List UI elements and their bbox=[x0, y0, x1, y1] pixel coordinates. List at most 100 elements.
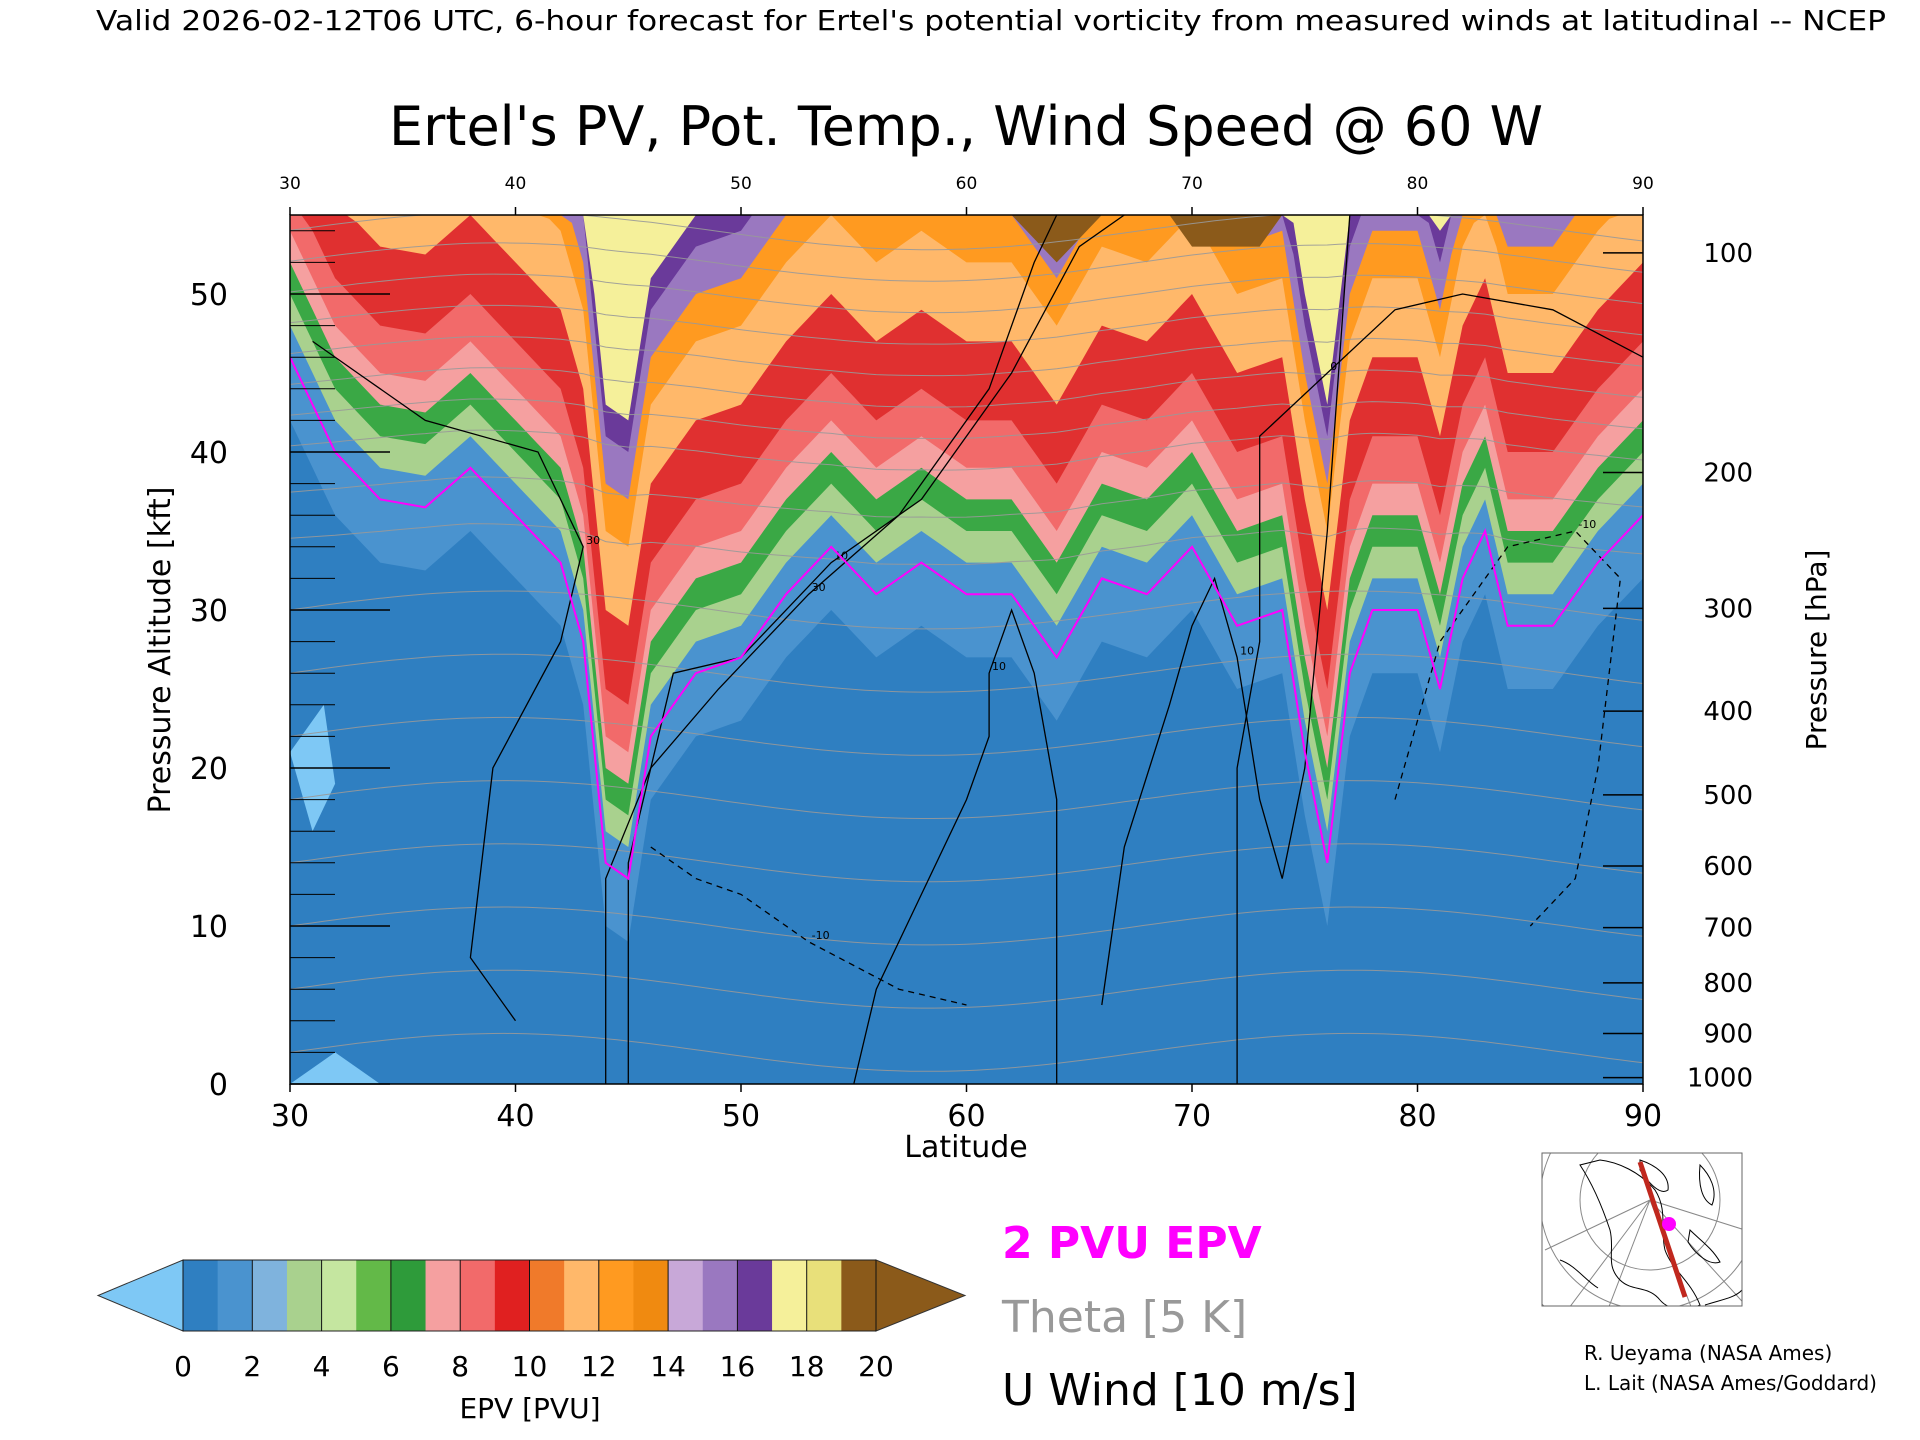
u-wind-label: -10 bbox=[1578, 518, 1596, 531]
colorbar-swatch bbox=[356, 1260, 392, 1331]
x-tick-top-label: 40 bbox=[505, 174, 527, 194]
x-tick-label: 70 bbox=[1173, 1099, 1211, 1134]
colorbar-tick-label: 10 bbox=[512, 1350, 548, 1383]
theta-isentrope bbox=[290, 843, 1643, 883]
colorbar-swatch bbox=[633, 1260, 669, 1331]
credit-line-1: R. Ueyama (NASA Ames) bbox=[1584, 1341, 1832, 1365]
theta-isentrope bbox=[290, 336, 1643, 377]
theta-isentrope bbox=[290, 906, 1643, 946]
legend-pv: 2 PVU EPV bbox=[1002, 1218, 1262, 1269]
colorbar-tick-label: 20 bbox=[858, 1350, 894, 1383]
x-tick-top-label: 70 bbox=[1181, 174, 1203, 194]
y2-tick-label: 400 bbox=[1703, 697, 1753, 727]
x-tick-top-label: 60 bbox=[956, 174, 978, 194]
theta-isentropes bbox=[290, 215, 1643, 1072]
y-tick-label: 10 bbox=[190, 910, 228, 945]
u-wind-contour bbox=[605, 215, 1058, 1084]
theta-isentrope bbox=[290, 304, 1643, 345]
x-tick-label: 80 bbox=[1398, 1099, 1436, 1134]
colorbar-swatch bbox=[183, 1260, 219, 1331]
y2-axis-label: Pressure [hPa] bbox=[1800, 550, 1833, 751]
legend: 2 PVU EPV Theta [5 K] U Wind [10 m/s] bbox=[1001, 1218, 1358, 1416]
colorbar-tick-label: 14 bbox=[650, 1350, 686, 1383]
y2-tick-label: 800 bbox=[1703, 969, 1753, 999]
y-axis-label: Pressure Altitude [kft] bbox=[143, 487, 178, 814]
y2-tick-label: 500 bbox=[1703, 781, 1753, 811]
theta-isentrope bbox=[290, 523, 1643, 566]
theta-isentrope bbox=[290, 969, 1643, 1009]
y-axis-left: 0 10 20 30 40 50 bbox=[190, 230, 390, 1103]
u-wind-label: -10 bbox=[812, 929, 830, 942]
pv-field bbox=[290, 215, 1643, 1084]
colorbar-swatch bbox=[217, 1260, 253, 1331]
header-text: Valid 2026-02-12T06 UTC, 6-hour forecast… bbox=[96, 4, 1886, 37]
colorbar-swatch bbox=[668, 1260, 704, 1331]
colorbar-swatch bbox=[425, 1260, 461, 1331]
pv-low-patch bbox=[290, 1052, 381, 1084]
u-wind-contour bbox=[1394, 530, 1622, 927]
pv-band-10 bbox=[290, 215, 1643, 421]
colorbar-swatch bbox=[737, 1260, 773, 1331]
u-wind-label: 10 bbox=[1240, 644, 1254, 657]
x-tick-label: 60 bbox=[947, 1099, 985, 1134]
theta-isentrope bbox=[290, 273, 1643, 314]
y-tick-label: 50 bbox=[190, 278, 228, 313]
theta-isentrope bbox=[290, 476, 1643, 518]
theta-isentrope bbox=[290, 653, 1643, 693]
colorbar-label: EPV [PVU] bbox=[459, 1392, 600, 1425]
x-tick-top-label: 50 bbox=[730, 174, 752, 194]
u-wind-contour bbox=[1101, 215, 1351, 1006]
x-tick-label: 90 bbox=[1624, 1099, 1662, 1134]
y2-tick-label: 900 bbox=[1703, 1019, 1753, 1049]
y-tick-label: 30 bbox=[190, 594, 228, 629]
colorbar-tick-label: 4 bbox=[313, 1350, 331, 1383]
colorbar-swatch bbox=[702, 1260, 738, 1331]
y2-tick-label: 200 bbox=[1703, 459, 1753, 489]
x-axis-top: 30 40 50 60 70 80 90 bbox=[279, 174, 1654, 215]
theta-isentrope bbox=[290, 242, 1643, 282]
x-tick-label: 40 bbox=[496, 1099, 534, 1134]
tropopause-2pvu-line bbox=[290, 356, 1643, 881]
theta-isentrope bbox=[290, 215, 1643, 251]
y2-tick-label: 700 bbox=[1703, 914, 1753, 944]
colorbar-tick-label: 18 bbox=[789, 1350, 825, 1383]
colorbar-swatch bbox=[772, 1260, 808, 1331]
inset-map bbox=[1541, 1152, 1743, 1307]
y-tick-label: 0 bbox=[209, 1068, 228, 1103]
x-tick-top-label: 80 bbox=[1407, 174, 1429, 194]
u-wind-contour bbox=[853, 608, 1058, 1084]
x-tick-top-label: 30 bbox=[279, 174, 301, 194]
colorbar-swatch bbox=[390, 1260, 427, 1331]
colorbar-tick-label: 16 bbox=[720, 1350, 756, 1383]
x-tick-label: 50 bbox=[722, 1099, 760, 1134]
colorbar-swatch bbox=[252, 1260, 288, 1331]
legend-theta: Theta [5 K] bbox=[1001, 1292, 1247, 1343]
pv-high-patch bbox=[1011, 215, 1102, 263]
colorbar-extend-high bbox=[875, 1259, 967, 1332]
colorbar-swatch bbox=[841, 1260, 877, 1331]
y-axis-right: 100 200 300 400 500 600 700 800 900 1000 bbox=[1603, 239, 1753, 1094]
colorbar-tick-label: 2 bbox=[243, 1350, 261, 1383]
cross-section-track bbox=[1637, 1161, 1688, 1298]
x-axis-bottom: 30 40 50 60 70 80 90 bbox=[271, 1084, 1662, 1134]
u-wind-contour bbox=[650, 846, 967, 1006]
x-tick-top-label: 90 bbox=[1632, 174, 1654, 194]
colorbar-swatch bbox=[564, 1260, 600, 1331]
colorbar-swatch bbox=[806, 1260, 842, 1331]
theta-isentrope bbox=[290, 1032, 1643, 1072]
y2-tick-label: 100 bbox=[1703, 239, 1753, 269]
u-wind-label: 0 bbox=[1330, 360, 1337, 373]
colorbar: 0 2 4 6 8 10 12 14 16 18 20 EPV [PVU] bbox=[96, 1259, 967, 1425]
theta-isentrope bbox=[290, 398, 1643, 440]
colorbar-extend-low bbox=[96, 1259, 184, 1332]
colorbar-swatch bbox=[460, 1260, 496, 1331]
colorbar-swatch bbox=[494, 1260, 531, 1331]
u-wind-label: 30 bbox=[586, 534, 600, 547]
colorbar-tick-label: 6 bbox=[382, 1350, 400, 1383]
y-tick-label: 20 bbox=[190, 752, 228, 787]
u-wind-contour bbox=[312, 340, 584, 1022]
legend-wind: U Wind [10 m/s] bbox=[1002, 1365, 1358, 1416]
colorbar-swatch bbox=[286, 1260, 323, 1331]
